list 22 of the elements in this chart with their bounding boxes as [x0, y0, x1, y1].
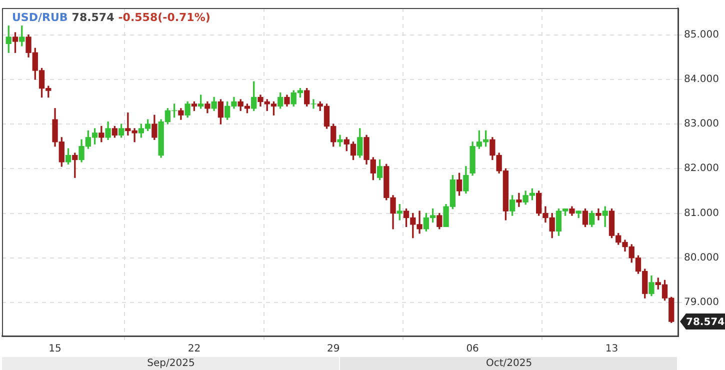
candlestick — [596, 208, 602, 220]
candlestick — [516, 192, 522, 207]
text: Sep/2025 — [147, 358, 195, 370]
y-tick-label: 79.000 — [684, 297, 720, 308]
y-tick-label: 81.000 — [684, 208, 720, 219]
y-tick-label: 83.000 — [684, 118, 720, 130]
y-tick-label: 82.000 — [684, 163, 720, 174]
x-tick-label: 22 — [188, 344, 201, 355]
chart-subtitle: 78.574 — [72, 10, 115, 24]
y-tick-label: 85.000 — [684, 29, 720, 40]
candlestick — [337, 134, 343, 147]
x-tick-label: 13 — [605, 344, 618, 355]
candlestick — [310, 99, 316, 109]
x-tick-label: 29 — [327, 344, 340, 355]
y-tick-label: 80.000 — [684, 252, 720, 264]
y-tick-label: 84.000 — [684, 74, 720, 85]
chart-title: USD/RUB — [12, 10, 68, 24]
annotation: -0.558(-0.71%) — [118, 10, 210, 24]
text: 78.574 — [686, 317, 725, 328]
text: Oct/2025 — [486, 358, 532, 370]
x-tick-label: 06 — [466, 344, 479, 355]
x-tick-label: 15 — [48, 344, 62, 355]
